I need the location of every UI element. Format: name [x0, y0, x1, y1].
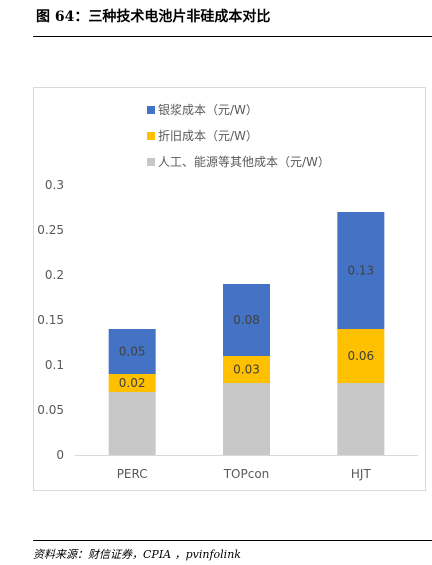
legend-label: 人工、能源等其他成本（元/W） [158, 155, 330, 169]
source-divider [33, 540, 432, 541]
bar-segment [108, 374, 156, 392]
title-divider [33, 36, 432, 37]
y-tick-label: 0.3 [45, 178, 64, 192]
bar-segment [337, 212, 385, 329]
bar-segment [108, 392, 156, 455]
bar-segment [223, 284, 270, 356]
data-label: 0.02 [119, 376, 146, 390]
bar-segment [337, 383, 385, 455]
bar-segment [108, 329, 156, 374]
y-tick-label: 0.1 [45, 358, 64, 372]
y-tick-label: 0 [56, 448, 64, 462]
data-label: 0.08 [233, 313, 260, 327]
y-tick-label: 0.25 [37, 223, 64, 237]
data-label: 0.06 [347, 349, 374, 363]
figure-title: 图 64：三种技术电池片非硅成本对比 [36, 9, 271, 25]
y-tick-label: 0.05 [37, 403, 64, 417]
y-tick-label: 0.2 [45, 268, 64, 282]
x-category-label: HJT [351, 467, 372, 481]
source-note: 资料来源：财信证券，CPIA ，pvinfolink [33, 548, 241, 561]
y-tick-label: 0.15 [37, 313, 64, 327]
x-category-label: PERC [117, 467, 148, 481]
bar-segment [337, 329, 385, 383]
legend-swatch [147, 106, 155, 114]
legend-label: 银浆成本（元/W） [158, 102, 258, 117]
legend-swatch [147, 158, 155, 166]
data-label: 0.05 [119, 345, 146, 359]
bar-segment [223, 383, 270, 455]
x-category-label: TOPcon [223, 467, 270, 481]
data-label: 0.13 [347, 264, 374, 278]
chart-frame [33, 87, 426, 491]
data-label: 0.03 [233, 363, 260, 377]
legend-swatch [147, 132, 155, 140]
bar-segment [223, 356, 270, 383]
legend-label: 折旧成本（元/W） [158, 128, 258, 143]
